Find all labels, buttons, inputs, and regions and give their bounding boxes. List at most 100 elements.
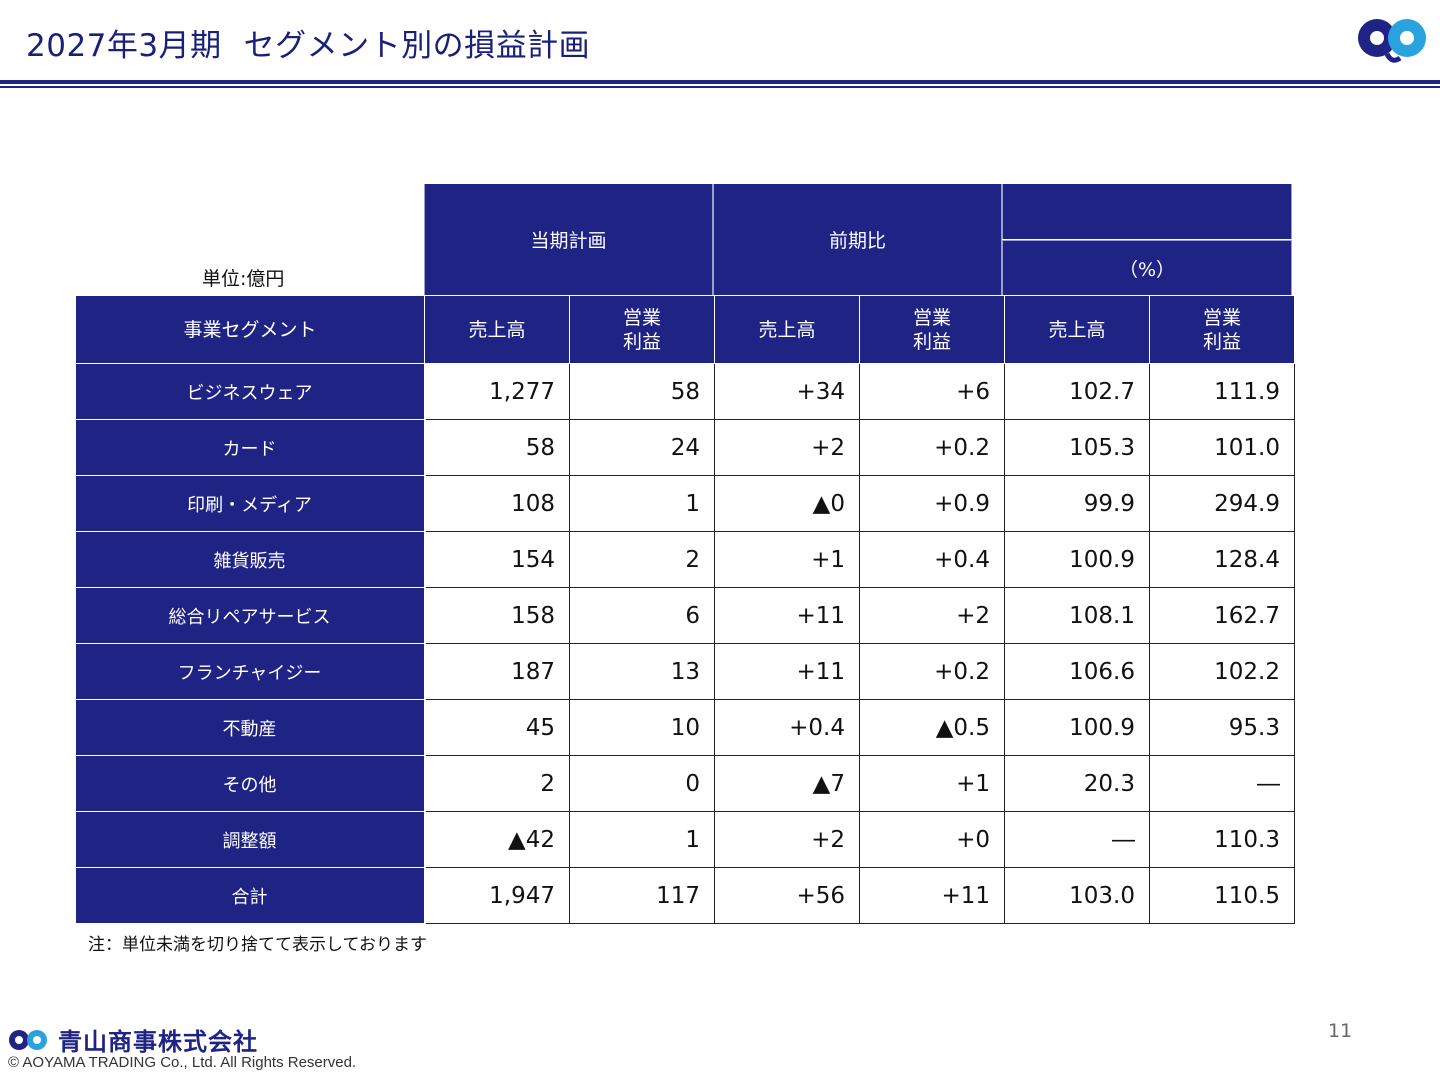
table-cell: +2	[714, 419, 860, 476]
table-cell: 154	[424, 531, 570, 588]
page-title: 2027年3月期 セグメント別の損益計画	[26, 20, 590, 65]
table-cell: +56	[714, 867, 860, 924]
aoyama-mark-icon	[9, 1029, 47, 1050]
segment-name: フランチャイジー	[75, 643, 426, 700]
table-row: 不動産 45 10 +0.4 ▲0.5 100.9 95.3	[75, 699, 1295, 756]
table-cell: +11	[714, 587, 860, 644]
table-cell: ―	[1149, 755, 1295, 812]
segment-name: 不動産	[75, 699, 426, 756]
header-divider-thin	[0, 86, 1440, 88]
unit-label: 単位:億円	[202, 268, 285, 290]
table-cell: 110.3	[1149, 811, 1295, 868]
group-header-ratio: （%）	[1002, 240, 1292, 295]
segment-name: 総合リペアサービス	[75, 587, 426, 644]
table-cell: 20.3	[1004, 755, 1150, 812]
table-cell: +2	[714, 811, 860, 868]
segment-name: 合計	[75, 867, 426, 924]
table-cell: ―	[1004, 811, 1150, 868]
footer-logo: 青山商事株式会社	[8, 1022, 258, 1057]
header-yoy-sales: 売上高	[714, 295, 860, 364]
header-plan-sales: 売上高	[424, 295, 570, 364]
table-cell: 24	[569, 419, 715, 476]
segment-name: ビジネスウェア	[75, 363, 426, 420]
table-cell: +1	[714, 531, 860, 588]
group-header-yoy: 前期比	[713, 184, 1002, 295]
table-cell: +11	[859, 867, 1005, 924]
table-cell: 1	[569, 475, 715, 532]
title-subject: セグメント別の損益計画	[243, 28, 591, 64]
copyright: © AOYAMA TRADING Co., Ltd. All Rights Re…	[8, 1054, 357, 1071]
table-cell: +0.9	[859, 475, 1005, 532]
table-row: 雑貨販売 154 2 +1 +0.4 100.9 128.4	[75, 531, 1295, 588]
table-cell: 102.2	[1149, 643, 1295, 700]
group-header-ratio-top	[1002, 184, 1292, 239]
table-cell: 111.9	[1149, 363, 1295, 420]
table-header-row: 事業セグメント 売上高 営業 利益 売上高 営業 利益 売上高 営業 利益	[75, 295, 1295, 364]
header-ratio-op: 営業 利益	[1149, 295, 1295, 364]
table-cell: 117	[569, 867, 715, 924]
table-cell: +6	[859, 363, 1005, 420]
header-segment: 事業セグメント	[75, 295, 425, 364]
table-cell: 1,947	[424, 867, 570, 924]
header-yoy-op: 営業 利益	[859, 295, 1005, 364]
table-cell: ▲0	[714, 475, 860, 532]
table-cell: 162.7	[1149, 587, 1295, 644]
table-cell: +2	[859, 587, 1005, 644]
segment-name: 印刷・メディア	[75, 475, 426, 532]
table-cell: 6	[569, 587, 715, 644]
header-ratio-sales: 売上高	[1004, 295, 1150, 364]
table-cell: 13	[569, 643, 715, 700]
table-cell: 58	[424, 419, 570, 476]
table-cell: 45	[424, 699, 570, 756]
table-cell: ▲0.5	[859, 699, 1005, 756]
header-plan-op: 営業 利益	[569, 295, 715, 364]
table-cell: +0	[859, 811, 1005, 868]
table-cell: +0.2	[859, 419, 1005, 476]
table-row: 総合リペアサービス 158 6 +11 +2 108.1 162.7	[75, 587, 1295, 644]
table-cell: 294.9	[1149, 475, 1295, 532]
table-cell: ▲42	[424, 811, 570, 868]
table-cell: 95.3	[1149, 699, 1295, 756]
segment-table: 事業セグメント 売上高 営業 利益 売上高 営業 利益 売上高 営業 利益 ビジ…	[75, 295, 1295, 924]
table-cell: 1	[569, 811, 715, 868]
table-cell: +0.4	[714, 699, 860, 756]
table-cell: ▲7	[714, 755, 860, 812]
table-cell: 108	[424, 475, 570, 532]
segment-name: 調整額	[75, 811, 426, 868]
table-row: カード 58 24 +2 +0.2 105.3 101.0	[75, 419, 1295, 476]
segment-name: その他	[75, 755, 426, 812]
table-cell: 105.3	[1004, 419, 1150, 476]
table-cell: 100.9	[1004, 531, 1150, 588]
table-cell: 110.5	[1149, 867, 1295, 924]
table-cell: +0.4	[859, 531, 1005, 588]
title-period: 2027年3月期	[26, 28, 222, 64]
header-divider	[0, 80, 1440, 84]
table-cell: 187	[424, 643, 570, 700]
table-row: その他 2 0 ▲7 +1 20.3 ―	[75, 755, 1295, 812]
table-cell: 128.4	[1149, 531, 1295, 588]
table-cell: +11	[714, 643, 860, 700]
table-row: ビジネスウェア 1,277 58 +34 +6 102.7 111.9	[75, 363, 1295, 420]
table-cell: 58	[569, 363, 715, 420]
segment-name: カード	[75, 419, 426, 476]
group-header-plan: 当期計画	[424, 184, 713, 295]
table-cell: 0	[569, 755, 715, 812]
table-cell: 2	[424, 755, 570, 812]
table-cell: 1,277	[424, 363, 570, 420]
table-cell: 100.9	[1004, 699, 1150, 756]
table-cell: +34	[714, 363, 860, 420]
page-number: 11	[1328, 1020, 1353, 1042]
table-row: 調整額 ▲42 1 +2 +0 ― 110.3	[75, 811, 1295, 868]
table-cell: 101.0	[1149, 419, 1295, 476]
table-cell: 103.0	[1004, 867, 1150, 924]
table-cell: +1	[859, 755, 1005, 812]
table-row: フランチャイジー 187 13 +11 +0.2 106.6 102.2	[75, 643, 1295, 700]
table-cell: 108.1	[1004, 587, 1150, 644]
table-cell: 106.6	[1004, 643, 1150, 700]
table-cell: 10	[569, 699, 715, 756]
table-row: 印刷・メディア 108 1 ▲0 +0.9 99.9 294.9	[75, 475, 1295, 532]
table-cell: +0.2	[859, 643, 1005, 700]
aoyama-logo-icon	[1358, 19, 1426, 63]
table-cell: 158	[424, 587, 570, 644]
footnote: 注：単位未満を切り捨てて表示しております	[88, 935, 427, 955]
